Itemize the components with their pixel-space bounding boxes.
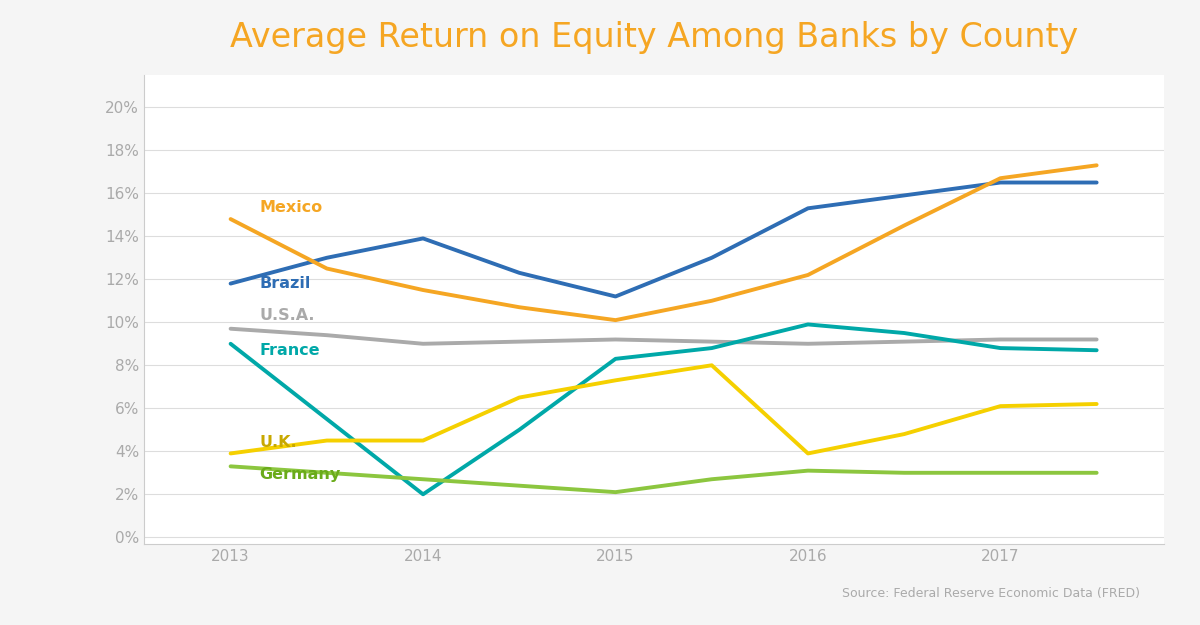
Text: Germany: Germany <box>259 468 341 482</box>
Text: France: France <box>259 342 320 357</box>
Text: Brazil: Brazil <box>259 276 311 291</box>
Text: Source: Federal Reserve Economic Data (FRED): Source: Federal Reserve Economic Data (F… <box>842 587 1140 600</box>
Text: U.K.: U.K. <box>259 435 298 450</box>
Title: Average Return on Equity Among Banks by County: Average Return on Equity Among Banks by … <box>230 21 1078 54</box>
Text: Mexico: Mexico <box>259 200 323 215</box>
Text: U.S.A.: U.S.A. <box>259 308 314 323</box>
